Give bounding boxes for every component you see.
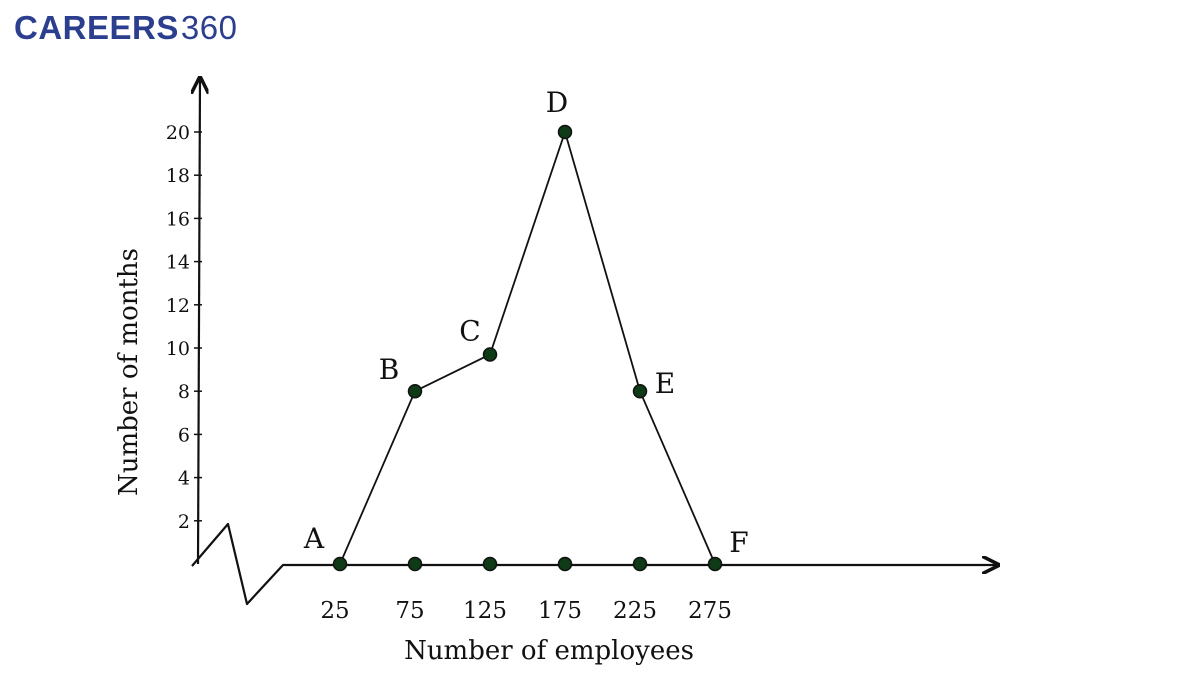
- x-axis-line-with-break: [191, 522, 998, 606]
- x-axis-point-marker: [632, 556, 648, 572]
- point-label: E: [655, 367, 675, 400]
- y-axis-line: [198, 78, 200, 565]
- data-point-marker: [407, 383, 423, 399]
- y-tick-label: 10: [166, 338, 190, 360]
- x-tick-label: 175: [538, 598, 582, 624]
- x-axis-point-marker: [557, 556, 573, 572]
- data-point-marker: [707, 556, 723, 572]
- data-point-marker: [482, 347, 498, 362]
- y-tick-label: 8: [178, 381, 190, 403]
- careers360-logo: CAREERS360: [14, 8, 237, 48]
- y-tick-label: 6: [178, 424, 190, 446]
- markers-group: [332, 124, 723, 572]
- y-ticks-group: 2 4 6 8 10 12 14 16 18 20: [166, 122, 202, 533]
- x-tick-label: 25: [320, 598, 349, 624]
- x-axis-point-marker: [482, 556, 498, 572]
- x-ticks-group: 25 75 125 175 225 275: [320, 598, 732, 624]
- point-label: F: [729, 526, 748, 559]
- x-tick-label: 275: [688, 598, 732, 624]
- series-group: [339, 128, 716, 565]
- y-tick-label: 2: [178, 511, 190, 533]
- point-label: D: [546, 86, 568, 119]
- y-tick-label: 14: [166, 252, 190, 274]
- y-tick-label: 12: [166, 295, 190, 317]
- x-tick-label: 75: [395, 598, 424, 624]
- data-point-marker: [632, 383, 648, 399]
- y-tick-label: 16: [166, 208, 190, 230]
- x-tick-label: 125: [463, 598, 507, 624]
- data-point-marker: [557, 124, 573, 140]
- point-label: C: [459, 314, 480, 347]
- data-point-marker: [332, 556, 348, 572]
- y-axis-title: Number of months: [114, 248, 144, 496]
- point-labels-group: A B C D E F: [303, 86, 749, 559]
- series-line: [339, 128, 716, 565]
- point-label: B: [379, 353, 400, 386]
- axes-group: [191, 78, 998, 606]
- y-tick-label: 20: [166, 122, 190, 144]
- x-tick-label: 225: [613, 598, 657, 624]
- logo-brand-text: CAREERS: [14, 9, 179, 46]
- y-tick-label: 18: [166, 165, 190, 187]
- x-axis-point-marker: [407, 556, 423, 572]
- point-label: A: [303, 522, 325, 555]
- x-axis-title: Number of employees: [404, 636, 694, 666]
- y-tick-label: 4: [178, 468, 190, 490]
- logo-number-text: 360: [180, 9, 238, 46]
